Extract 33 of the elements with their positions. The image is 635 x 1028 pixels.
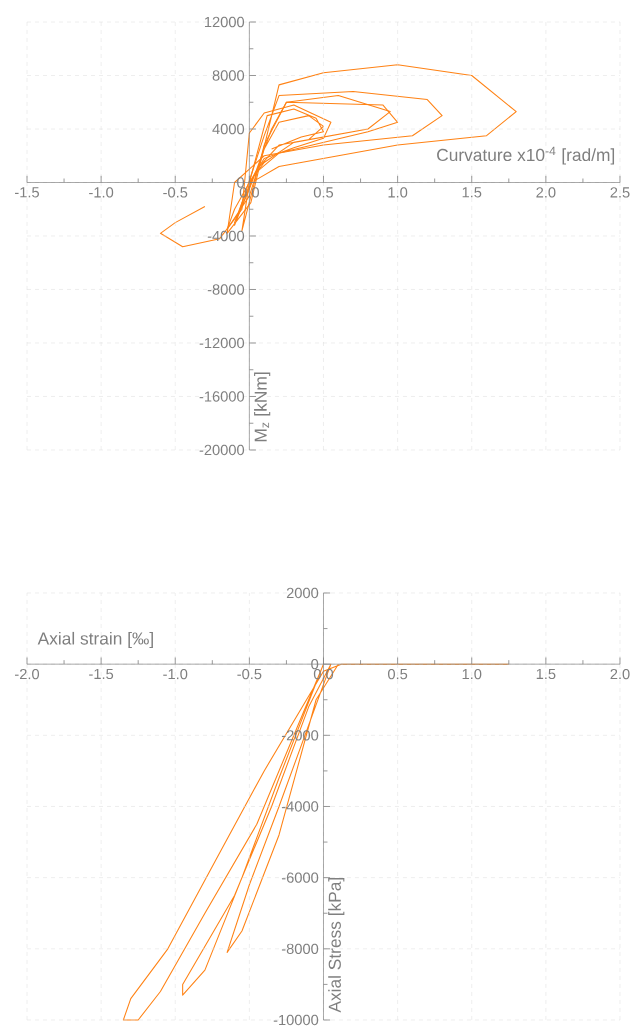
y-tick-label: -12000 [199, 337, 245, 349]
x-tick-label: -1.0 [89, 187, 114, 198]
y-tick-label: -8000 [207, 284, 245, 295]
y-tick-label: 2000 [286, 587, 319, 599]
x-axis-title: Curvature x10$^{-4}$ [rad/m] [437, 146, 615, 165]
x-tick-label: -1.5 [15, 187, 40, 198]
y-tick-label: 0 [311, 658, 319, 670]
x-axis-title: Axial strain [‰] [37, 631, 153, 649]
x-tick-label: 0.5 [387, 668, 408, 680]
y-tick-label: -8000 [281, 943, 319, 955]
x-tick-label: 1.0 [462, 668, 482, 680]
x-tick-label: 1.0 [388, 187, 408, 198]
x-tick-label: 0.5 [313, 187, 334, 198]
y-tick-label: -10000 [273, 1014, 319, 1026]
x-tick-label: 2.0 [610, 668, 630, 680]
y-tick-label: 8000 [212, 70, 245, 81]
y-axis-title: Axial Stress [kPa] [328, 878, 345, 1013]
y-tick-label: -6000 [281, 872, 319, 883]
x-tick-label: -0.5 [237, 668, 262, 680]
y-tick-label: 12000 [204, 16, 245, 28]
y-tick-label: -20000 [199, 444, 245, 456]
x-tick-label: 1.5 [536, 668, 556, 680]
x-tick-label: -1.0 [163, 668, 188, 680]
y-tick-label: 4000 [212, 123, 245, 135]
x-tick-label: -0.5 [163, 187, 188, 198]
x-tick-label: 1.5 [462, 187, 482, 198]
x-tick-label: -2.0 [15, 668, 40, 680]
x-tick-label: -1.5 [89, 668, 114, 680]
x-tick-label: 2.5 [610, 187, 630, 198]
x-tick-label: 2.0 [536, 187, 556, 198]
y-axis-title: M$_{z}$ [kNm] [254, 372, 271, 442]
x-tick-label: 0.0 [239, 187, 259, 198]
y-tick-label: -16000 [199, 391, 245, 402]
